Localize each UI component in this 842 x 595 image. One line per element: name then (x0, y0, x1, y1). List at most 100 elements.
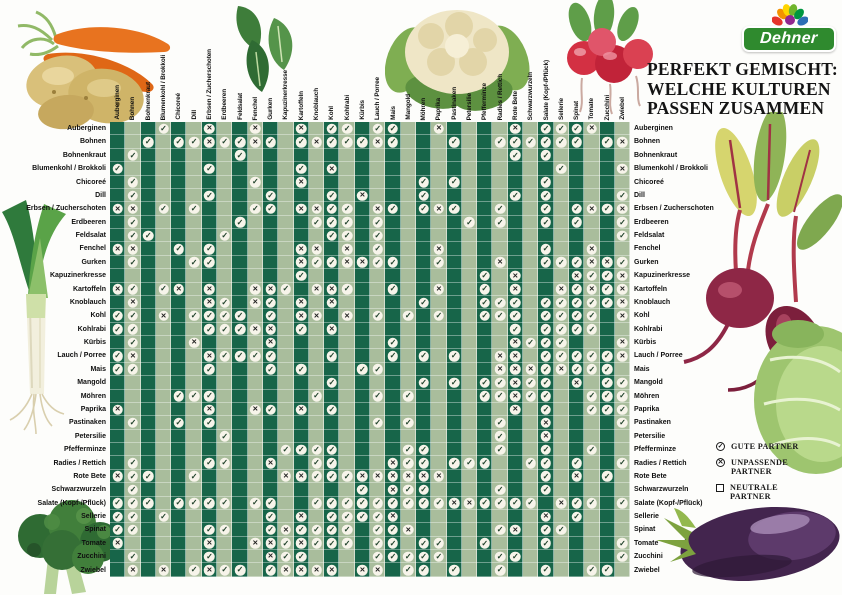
matrix-cell (461, 309, 478, 323)
matrix-cell (110, 175, 126, 189)
good-partner-icon: ✓ (219, 350, 230, 362)
column-header-label: Kohlrabi (343, 94, 351, 120)
bad-partner-icon: ✕ (617, 163, 628, 175)
matrix-cell (431, 188, 447, 203)
matrix-cell (400, 509, 416, 524)
matrix-cell (431, 456, 447, 470)
matrix-cell: ✕ (262, 550, 279, 564)
matrix-cell (324, 309, 340, 323)
matrix-cell: ✓ (262, 349, 279, 363)
good-partner-icon: ✓ (219, 524, 230, 536)
matrix-cell (523, 536, 539, 550)
good-partner-icon: ✓ (571, 136, 582, 148)
bad-partner-icon: ✕ (250, 123, 261, 134)
matrix-cell: ✓ (415, 443, 432, 457)
logo-text: Dehner (759, 30, 819, 47)
matrix-cell: ✓ (308, 536, 325, 550)
good-partner-icon: ✓ (556, 350, 567, 362)
matrix-cell (217, 469, 233, 484)
matrix-cell: ✕ (293, 469, 309, 484)
matrix-cell: ✓ (446, 563, 462, 577)
matrix-cell: ✕ (614, 295, 631, 310)
good-partner-icon: ✓ (479, 538, 491, 549)
matrix-cell (308, 550, 325, 564)
matrix-cell: ✓ (538, 215, 554, 229)
matrix-cell: ✓ (339, 202, 355, 216)
column-header: Kohl (324, 10, 339, 120)
matrix-cell: ✓ (247, 202, 263, 216)
matrix-cell (110, 563, 126, 577)
bad-partner-icon: ✕ (326, 564, 338, 576)
matrix-cell (217, 362, 233, 377)
matrix-cell (461, 295, 478, 310)
matrix-cell (247, 336, 263, 350)
good-partner-icon: ✓ (265, 564, 276, 576)
matrix-cell (278, 322, 294, 336)
matrix-cell: ✓ (370, 215, 386, 229)
matrix-cell (232, 175, 248, 189)
good-partner-icon: ✓ (311, 457, 322, 469)
matrix-cell (614, 122, 631, 136)
matrix-cell (217, 509, 233, 524)
matrix-cell (507, 469, 524, 484)
matrix-cell (431, 336, 447, 350)
matrix-cell: ✓ (308, 496, 325, 510)
matrix-cell: ✓ (308, 215, 325, 229)
matrix-cell: ✕ (324, 282, 340, 296)
good-partner-icon: ✓ (326, 350, 338, 362)
matrix-cell (155, 255, 172, 270)
matrix-cell (278, 309, 294, 323)
matrix-cell: ✓ (614, 376, 631, 390)
bad-partner-icon: ✕ (387, 471, 399, 482)
matrix-cell (492, 402, 508, 417)
matrix-cell (354, 550, 371, 564)
matrix-cell (431, 362, 447, 377)
matrix-cell: ✓ (614, 229, 631, 243)
bad-partner-icon: ✕ (586, 123, 598, 134)
matrix-cell (171, 536, 187, 550)
matrix-cell (568, 148, 585, 163)
matrix-cell: ✕ (492, 349, 508, 363)
matrix-cell: ✕ (385, 456, 401, 470)
matrix-cell: ✓ (324, 376, 340, 390)
matrix-cell: ✓ (217, 295, 233, 310)
good-partner-icon: ✓ (510, 310, 521, 322)
bad-partner-icon: ✕ (295, 243, 307, 255)
matrix-cell: ✕ (584, 242, 600, 256)
matrix-cell (262, 443, 279, 457)
good-partner-icon: ✓ (127, 551, 139, 562)
matrix-cell (553, 536, 569, 550)
row-label: Fenchel (634, 245, 661, 253)
bad-partner-icon: ✕ (433, 283, 445, 295)
matrix-cell (461, 389, 478, 403)
matrix-cell: ✓ (201, 309, 218, 323)
matrix-cell: ✓ (538, 122, 554, 136)
good-partner-icon: ✓ (265, 364, 276, 375)
matrix-cell (278, 362, 294, 377)
matrix-cell (507, 509, 524, 524)
good-partner-icon: ✓ (418, 484, 429, 496)
matrix-cell: ✓ (370, 242, 386, 256)
matrix-cell (293, 148, 309, 163)
matrix-cell (400, 402, 416, 417)
matrix-cell (446, 309, 462, 323)
good-partner-icon: ✓ (617, 217, 628, 228)
matrix-cell: ✓ (614, 416, 631, 430)
bad-partner-icon: ✕ (617, 136, 628, 148)
row-label: Petersilie (634, 432, 666, 440)
row-label: Paprika (80, 405, 106, 413)
matrix-cell (415, 336, 432, 350)
matrix-cell (553, 188, 569, 203)
matrix-cell (293, 416, 309, 430)
bad-partner-icon: ✕ (265, 337, 276, 348)
matrix-cell: ✕ (125, 563, 141, 577)
bad-partner-icon: ✕ (311, 564, 322, 576)
matrix-cell: ✓ (538, 148, 554, 163)
good-partner-icon: ✓ (403, 417, 414, 429)
matrix-cell: ✓ (599, 349, 615, 363)
row-label: Kohl (634, 312, 650, 320)
good-partner-icon: ✓ (204, 163, 215, 175)
good-partner-icon: ✓ (372, 123, 383, 134)
potatoes-icon (26, 55, 144, 130)
good-partner-icon: ✓ (127, 310, 139, 322)
